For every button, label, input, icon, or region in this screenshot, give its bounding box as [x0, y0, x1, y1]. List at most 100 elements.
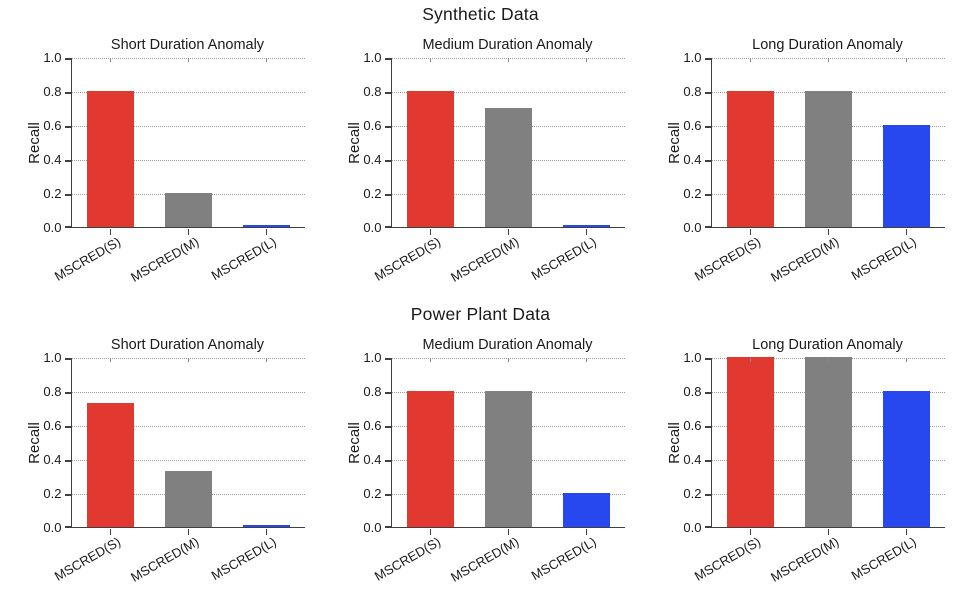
plot-area — [64, 358, 305, 535]
y-tick-mark — [384, 160, 391, 162]
plot-area — [384, 58, 625, 235]
bar-mscred-s — [87, 403, 134, 527]
y-tick-mark — [704, 526, 711, 528]
y-tick-mark — [704, 226, 711, 228]
x-tick-label: MSCRED(L) — [848, 234, 919, 284]
x-tick-label: MSCRED(L) — [528, 234, 599, 284]
top-tick-mark — [749, 58, 752, 62]
top-tick-mark — [827, 358, 830, 362]
y-tick-mark — [64, 58, 71, 60]
y-tick-label: 0.8 — [363, 384, 382, 400]
x-axis-labels: MSCRED(S) MSCRED(M) MSCRED(L) — [372, 528, 625, 586]
gridline — [71, 92, 305, 93]
y-tick-label: 0.2 — [683, 186, 702, 202]
plot-area-wrapper: 1.0 0.8 0.6 0.4 0.2 0.0 Recall — [666, 50, 945, 235]
bar-mscred-s — [727, 357, 774, 527]
y-tick-label: 0.2 — [683, 486, 702, 502]
y-tick-mark — [704, 426, 711, 428]
subplot-title: Short Duration Anomaly — [110, 37, 265, 53]
x-tick-label: MSCRED(M) — [767, 234, 841, 285]
y-axis-label: Recall — [26, 122, 43, 164]
top-tick-mark — [429, 58, 432, 62]
y-tick-label: 1.0 — [363, 50, 382, 66]
x-tick-mark — [827, 529, 830, 535]
gridline — [71, 160, 305, 161]
y-tick-mark — [704, 358, 711, 360]
bar-mscred-m — [805, 357, 852, 527]
top-tick-mark — [187, 358, 190, 362]
x-tick-label: MSCRED(M) — [127, 534, 201, 585]
y-tick-mark — [384, 426, 391, 428]
gridline — [391, 92, 625, 93]
x-tick-label: MSCRED(M) — [767, 534, 841, 585]
x-tick-mark — [187, 529, 190, 535]
y-tick-label: 0.2 — [363, 486, 382, 502]
y-tick-label: 0.0 — [363, 520, 382, 536]
plot-area-wrapper: 1.0 0.8 0.6 0.4 0.2 0.0 Recall — [26, 350, 305, 535]
y-tick-mark — [64, 392, 71, 394]
x-tick-mark — [429, 529, 432, 535]
subplot-power-plant-data-long-duration-anomaly: Long Duration Anomaly 1.0 0.8 0.6 0.4 0.2 0.0 R… — [653, 336, 949, 586]
top-tick-mark — [585, 58, 588, 62]
x-tick-mark — [749, 529, 752, 535]
y-tick-mark — [704, 126, 711, 128]
x-tick-mark — [265, 229, 268, 235]
y-tick-label: 0.0 — [43, 220, 62, 236]
subplot-synthetic-data-medium-duration-anomaly: Medium Duration Anomaly 1.0 0.8 0.6 0.4 0.2 0.… — [333, 36, 629, 286]
y-tick-mark — [64, 194, 71, 196]
y-axis-label: Recall — [666, 122, 683, 164]
x-axis-labels: MSCRED(S) MSCRED(M) MSCRED(L) — [692, 528, 945, 586]
bar-mscred-m — [165, 193, 212, 227]
bar-mscred-m — [485, 108, 532, 227]
subplot-row: Short Duration Anomaly 1.0 0.8 0.6 0.4 0.2 0.0… — [0, 336, 961, 586]
y-tick-mark — [64, 426, 71, 428]
y-tick-mark — [704, 194, 711, 196]
x-tick-label: MSCRED(M) — [447, 234, 521, 285]
top-tick-mark — [265, 358, 268, 362]
y-tick-label: 0.4 — [683, 152, 702, 168]
x-axis-labels: MSCRED(S) MSCRED(M) MSCRED(L) — [52, 528, 305, 586]
figure-power-plant-data: Power Plant Data Short Duration Anomaly 1… — [0, 302, 961, 586]
y-tick-mark — [704, 494, 711, 496]
gridline — [71, 126, 305, 127]
figure-suptitle: Synthetic Data — [422, 4, 539, 24]
plot-area — [704, 357, 945, 535]
y-tick-mark — [64, 126, 71, 128]
figure-synthetic-data: Synthetic Data Short Duration Anomaly 1.0… — [0, 2, 961, 286]
bar-mscred-l — [563, 225, 610, 227]
subplot-synthetic-data-long-duration-anomaly: Long Duration Anomaly 1.0 0.8 0.6 0.4 0.2 0.0 R… — [653, 36, 949, 286]
x-tick-label: MSCRED(S) — [51, 534, 123, 584]
y-tick-label: 1.0 — [363, 350, 382, 366]
x-tick-mark — [109, 229, 112, 235]
y-tick-mark — [384, 358, 391, 360]
y-tick-mark — [64, 494, 71, 496]
y-tick-mark — [64, 226, 71, 228]
top-tick-mark — [749, 358, 752, 362]
subplot-title: Medium Duration Anomaly — [422, 337, 593, 353]
y-tick-mark — [64, 358, 71, 360]
subplot-title: Medium Duration Anomaly — [422, 37, 593, 53]
x-tick-mark — [905, 529, 908, 535]
bar-mscred-s — [727, 91, 774, 227]
subplot-power-plant-data-short-duration-anomaly: Short Duration Anomaly 1.0 0.8 0.6 0.4 0.2 0.0… — [13, 336, 309, 586]
x-tick-mark — [905, 229, 908, 235]
x-tick-label: MSCRED(S) — [371, 534, 443, 584]
top-tick-mark — [585, 358, 588, 362]
bar-mscred-l — [243, 525, 290, 527]
y-tick-label: 1.0 — [683, 350, 702, 366]
x-tick-mark — [187, 229, 190, 235]
y-tick-mark — [64, 460, 71, 462]
y-tick-label: 0.2 — [43, 486, 62, 502]
y-axis-label: Recall — [666, 422, 683, 464]
y-tick-mark — [704, 392, 711, 394]
x-tick-mark — [585, 529, 588, 535]
bar-mscred-s — [87, 91, 134, 227]
subplot-title: Short Duration Anomaly — [110, 337, 265, 353]
y-tick-label: 0.2 — [43, 186, 62, 202]
plot-area-wrapper: 1.0 0.8 0.6 0.4 0.2 0.0 Recall — [26, 50, 305, 235]
subplot-title: Long Duration Anomaly — [752, 337, 903, 353]
plot-area-wrapper: 1.0 0.8 0.6 0.4 0.2 0.0 Recall — [666, 350, 945, 535]
y-tick-label: 0.6 — [683, 418, 702, 434]
bar-mscred-l — [563, 493, 610, 527]
y-tick-label: 0.4 — [43, 152, 62, 168]
